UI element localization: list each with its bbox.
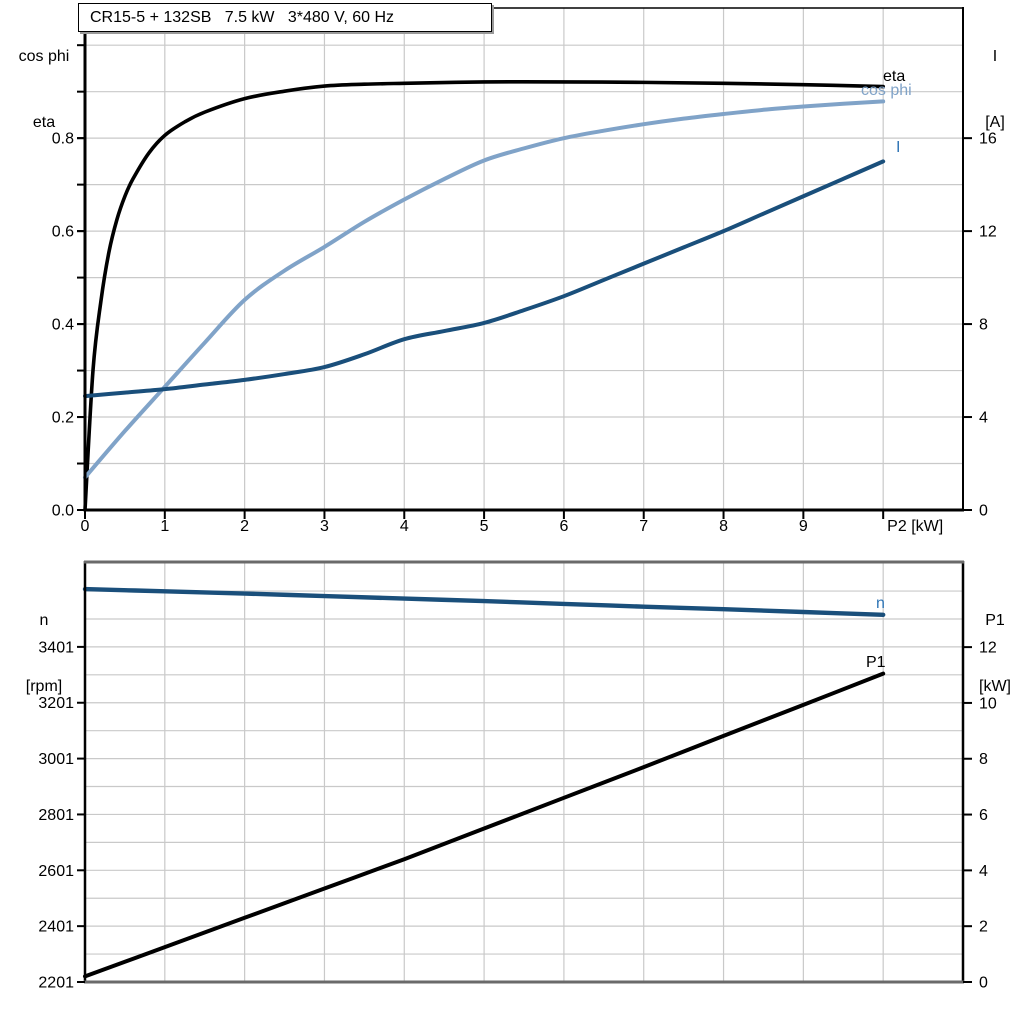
- right-tick-label: 4: [979, 410, 988, 427]
- left-axis-label-rpm-unit: [rpm]: [25, 678, 63, 695]
- right-tick-label: 16: [979, 131, 997, 148]
- left-tick-label: 0.0: [52, 503, 74, 520]
- left-tick-label: 2201: [38, 975, 74, 992]
- left-tick-label: 3001: [38, 751, 74, 768]
- x-tick-label: 4: [400, 518, 409, 535]
- right-tick-label: 12: [979, 224, 997, 241]
- left-tick-label: 2801: [38, 807, 74, 824]
- curve-p1: [83, 671, 886, 979]
- x-tick-label: 5: [480, 518, 489, 535]
- x-tick-label: 2: [240, 518, 249, 535]
- left-tick-label: 2401: [38, 919, 74, 936]
- x-tick-label: 9: [799, 518, 808, 535]
- right-tick-label: 6: [979, 807, 988, 824]
- right-axis-label-current: I: [992, 48, 998, 65]
- left-tick-label: 0.4: [52, 317, 74, 334]
- x-axis-label: P2 [kW]: [887, 518, 943, 535]
- right-tick-label: 12: [979, 640, 997, 657]
- right-axis-label-ampere-unit: [A]: [985, 114, 1005, 131]
- x-tick-label: 7: [639, 518, 648, 535]
- curve-current: [83, 159, 886, 399]
- top-right-axis-title: I [A]: [972, 2, 1018, 178]
- left-tick-label: 3201: [38, 695, 74, 712]
- curve-label-p1: P1: [866, 654, 886, 671]
- x-tick-label: 0: [81, 518, 90, 535]
- right-tick-label: 10: [979, 695, 997, 712]
- x-tick-label: 3: [320, 518, 329, 535]
- left-tick-label: 2601: [38, 863, 74, 880]
- right-tick-label: 0: [979, 975, 988, 992]
- curve-speed: [82, 586, 886, 617]
- right-tick-label: 8: [979, 317, 988, 334]
- left-tick-label: 0.8: [52, 131, 74, 148]
- bottom-right-axis-title: P1 [kW]: [968, 566, 1022, 742]
- x-tick-label: 1: [160, 518, 169, 535]
- right-tick-label: 4: [979, 863, 988, 880]
- right-tick-label: 2: [979, 919, 988, 936]
- x-tick-label: 8: [719, 518, 728, 535]
- curve-cosphi: [83, 99, 886, 480]
- curve-label-eta: eta: [883, 68, 905, 85]
- curve-label-speed: n: [876, 595, 885, 612]
- right-tick-label: 0: [979, 503, 988, 520]
- bottom-chart: n P1 2201 2401 2601 2801 3001 3201 3401 0 2 4 6 8 10 12: [38, 560, 997, 992]
- curve-label-cosphi: cos phi: [861, 82, 912, 99]
- right-axis-label-p1: P1: [985, 612, 1005, 629]
- curve-label-current: I: [896, 139, 900, 156]
- chart-title: CR15-5 + 132SB 7.5 kW 3*480 V, 60 Hz: [90, 8, 395, 26]
- right-axis-label-kw-unit: [kW]: [979, 678, 1011, 695]
- top-left-axis-title: cos phi eta: [6, 2, 82, 178]
- curve-eta: [83, 79, 885, 512]
- left-axis-label-speed: n: [39, 612, 49, 629]
- bottom-left-axis-title: n [rpm]: [6, 566, 82, 742]
- left-tick-label: 0.6: [52, 224, 74, 241]
- left-tick-label: 3401: [38, 639, 74, 656]
- left-tick-label: 0.2: [52, 410, 74, 427]
- left-axis-label-cosphi: cos phi: [18, 48, 70, 65]
- x-tick-label: 6: [559, 518, 568, 535]
- left-axis-label-eta: eta: [32, 114, 56, 131]
- chart-title-box: CR15-5 + 132SB 7.5 kW 3*480 V, 60 Hz: [78, 3, 492, 32]
- right-tick-label: 8: [979, 751, 988, 768]
